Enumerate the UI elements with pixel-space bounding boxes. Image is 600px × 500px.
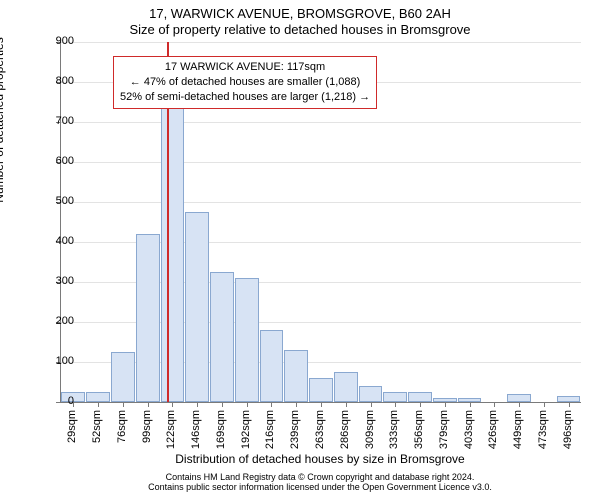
xtick-label: 449sqm xyxy=(512,410,524,449)
x-axis-label: Distribution of detached houses by size … xyxy=(60,452,580,466)
xtick-label: 29sqm xyxy=(66,410,78,443)
histogram-bar xyxy=(408,392,432,402)
xtick-mark xyxy=(222,402,223,407)
histogram-bar xyxy=(359,386,383,402)
title-address: 17, WARWICK AVENUE, BROMSGROVE, B60 2AH xyxy=(0,6,600,21)
xtick-label: 496sqm xyxy=(562,410,574,449)
xtick-label: 122sqm xyxy=(165,410,177,449)
xtick-label: 169sqm xyxy=(215,410,227,449)
histogram-bar xyxy=(309,378,333,402)
xtick-label: 146sqm xyxy=(190,410,202,449)
footer-line-2: Contains public sector information licen… xyxy=(148,482,492,492)
ytick-label: 0 xyxy=(34,395,74,407)
ytick-label: 300 xyxy=(34,275,74,287)
xtick-mark xyxy=(271,402,272,407)
xtick-mark xyxy=(247,402,248,407)
xtick-label: 76sqm xyxy=(116,410,128,443)
histogram-bar xyxy=(136,234,160,402)
xtick-mark xyxy=(371,402,372,407)
ytick-label: 900 xyxy=(34,35,74,47)
xtick-mark xyxy=(346,402,347,407)
xtick-label: 426sqm xyxy=(487,410,499,449)
histogram-bar xyxy=(161,94,185,402)
footer-attribution: Contains HM Land Registry data © Crown c… xyxy=(60,472,580,493)
xtick-label: 52sqm xyxy=(91,410,103,443)
histogram-bar xyxy=(507,394,531,402)
infobox-line-2: ← 47% of detached houses are smaller (1,… xyxy=(120,75,370,90)
chart-plot-area: 17 WARWICK AVENUE: 117sqm← 47% of detach… xyxy=(60,42,581,403)
xtick-label: 356sqm xyxy=(413,410,425,449)
ytick-label: 200 xyxy=(34,315,74,327)
gridline xyxy=(61,122,581,123)
xtick-label: 333sqm xyxy=(388,410,400,449)
property-info-box: 17 WARWICK AVENUE: 117sqm← 47% of detach… xyxy=(113,56,377,109)
title-description: Size of property relative to detached ho… xyxy=(0,22,600,37)
gridline xyxy=(61,42,581,43)
gridline xyxy=(61,202,581,203)
xtick-mark xyxy=(569,402,570,407)
xtick-label: 263sqm xyxy=(314,410,326,449)
y-axis-label: Number of detached properties xyxy=(0,10,6,230)
xtick-mark xyxy=(494,402,495,407)
histogram-bar xyxy=(111,352,135,402)
histogram-bar xyxy=(334,372,358,402)
xtick-mark xyxy=(470,402,471,407)
histogram-bar xyxy=(86,392,110,402)
xtick-mark xyxy=(420,402,421,407)
ytick-label: 700 xyxy=(34,115,74,127)
histogram-bar xyxy=(185,212,209,402)
xtick-label: 473sqm xyxy=(537,410,549,449)
gridline xyxy=(61,162,581,163)
histogram-bar xyxy=(235,278,259,402)
xtick-label: 192sqm xyxy=(240,410,252,449)
histogram-bar xyxy=(383,392,407,402)
xtick-label: 286sqm xyxy=(339,410,351,449)
footer-line-1: Contains HM Land Registry data © Crown c… xyxy=(166,472,475,482)
xtick-mark xyxy=(296,402,297,407)
histogram-bar xyxy=(210,272,234,402)
histogram-bar xyxy=(260,330,284,402)
xtick-mark xyxy=(544,402,545,407)
xtick-mark xyxy=(123,402,124,407)
xtick-mark xyxy=(395,402,396,407)
xtick-mark xyxy=(197,402,198,407)
infobox-line-3: 52% of semi-detached houses are larger (… xyxy=(120,90,370,105)
xtick-mark xyxy=(98,402,99,407)
xtick-label: 379sqm xyxy=(438,410,450,449)
xtick-label: 99sqm xyxy=(141,410,153,443)
infobox-line-1: 17 WARWICK AVENUE: 117sqm xyxy=(120,60,370,75)
histogram-bar xyxy=(284,350,308,402)
xtick-label: 309sqm xyxy=(364,410,376,449)
xtick-label: 403sqm xyxy=(463,410,475,449)
xtick-label: 216sqm xyxy=(264,410,276,449)
ytick-label: 100 xyxy=(34,355,74,367)
ytick-label: 400 xyxy=(34,235,74,247)
xtick-label: 239sqm xyxy=(289,410,301,449)
xtick-mark xyxy=(148,402,149,407)
ytick-label: 500 xyxy=(34,195,74,207)
xtick-mark xyxy=(445,402,446,407)
xtick-mark xyxy=(321,402,322,407)
ytick-label: 600 xyxy=(34,155,74,167)
xtick-mark xyxy=(172,402,173,407)
xtick-mark xyxy=(519,402,520,407)
ytick-label: 800 xyxy=(34,75,74,87)
